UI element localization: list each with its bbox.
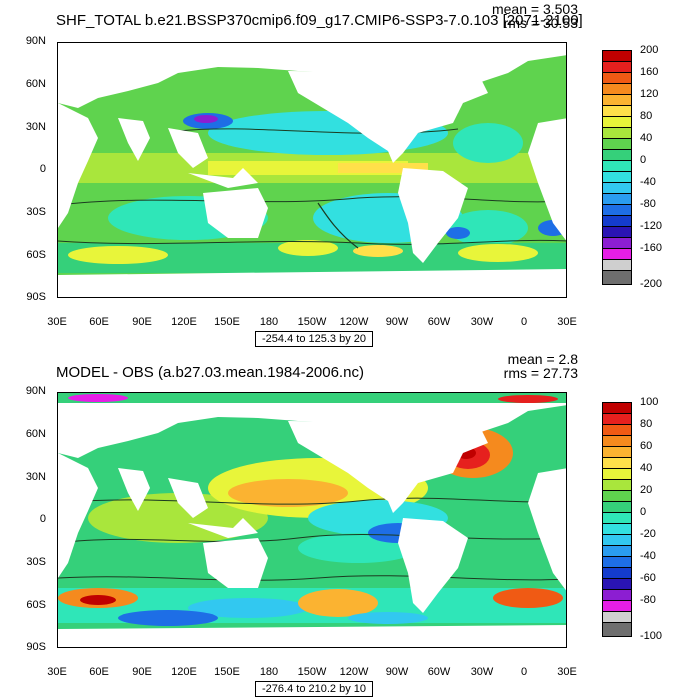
colorbar-label: -100 [640,630,663,642]
y-tick: 90S [26,641,46,653]
x-tick: 30E [557,316,577,328]
y-tick: 30S [26,556,46,568]
x-tick: 60W [427,666,451,678]
colorbar-label: -40 [640,176,656,188]
colorbar-label: 120 [640,88,659,100]
rms-value: rms = 30.53 [503,15,578,31]
colorbar-label: -60 [640,572,656,584]
x-tick: 180 [259,666,279,678]
x-tick: 180 [259,316,279,328]
y-tick: 30N [25,471,46,483]
colorbar-label: -80 [640,198,656,210]
mean-value: mean = 3.503 [491,1,578,17]
colorbar-label: 60 [640,440,653,452]
map-title: MODEL - OBS (a.b27.03.mean.1984-2006.nc) [56,364,364,381]
y-tick: 60N [25,428,46,440]
mean-value: mean = 2.8 [507,351,578,367]
y-tick: 0 [39,163,46,175]
colorbar-label: -120 [640,220,663,232]
x-tick: 120E [171,316,197,328]
x-tick: 90W [385,316,409,328]
colorbar: 200 160 120 80 40 0 -40 -80 -120 -160 -2… [602,44,662,290]
x-tick: 90W [385,666,409,678]
y-tick: 60N [25,78,46,90]
x-tick: 90E [132,316,152,328]
rms-value: rms = 27.73 [503,365,578,381]
x-tick: 30E [557,666,577,678]
colorbar-label: 80 [640,418,653,430]
y-tick: 90N [25,35,46,47]
x-tick: 120W [339,316,369,328]
colorbar-label: 0 [640,506,647,518]
colorbar-label: -200 [640,278,663,290]
equatorial-warm [338,163,428,173]
x-tick: 120E [171,666,197,678]
colorbar-label: -80 [640,594,656,606]
map-field [58,393,566,647]
colorbar-label: -160 [640,242,663,254]
x-tick: 0 [520,316,528,328]
x-tick: 150E [214,666,240,678]
map-title: SHF_TOTAL b.e21.BSSP370cmip6.f09_g17.CMI… [56,12,583,29]
x-tick: 30W [470,316,494,328]
colorbar-label: 160 [640,66,659,78]
y-tick: 30N [25,121,46,133]
colorbar-label: 40 [640,462,653,474]
x-tick: 30W [470,666,494,678]
colorbar: 100 80 60 40 20 0 -20 -40 -60 -80 -100 [602,396,662,642]
map-frame [57,42,567,298]
x-tick: 150W [297,316,327,328]
x-tick: 120W [339,666,369,678]
colorbar-label: 200 [640,44,659,56]
map-field [58,43,566,297]
x-tick: 30E [47,316,67,328]
contour-range-label: -276.4 to 210.2 by 10 [255,681,373,697]
y-tick: 0 [39,513,46,525]
x-tick: 150W [297,666,327,678]
colorbar-label: 20 [640,484,653,496]
y-tick: 30S [26,206,46,218]
x-tick: 0 [520,666,528,678]
x-tick: 30E [47,666,67,678]
x-tick: 60E [89,666,109,678]
x-tick: 90E [132,666,152,678]
x-tick: 150E [214,316,240,328]
y-tick: 90S [26,291,46,303]
bottom-map-panel: MODEL - OBS (a.b27.03.mean.1984-2006.nc)… [0,350,700,700]
colorbar-label: 0 [640,154,647,166]
contour-range-label: -254.4 to 125.3 by 20 [255,331,373,347]
colorbar-label: 40 [640,132,653,144]
y-tick: 90N [25,385,46,397]
colorbar-label: 80 [640,110,653,122]
colorbar-swatch [602,622,632,637]
y-tick: 60S [26,599,46,611]
y-tick: 60S [26,249,46,261]
x-tick: 60E [89,316,109,328]
top-map-panel: SHF_TOTAL b.e21.BSSP370cmip6.f09_g17.CMI… [25,1,662,347]
colorbar-label: -40 [640,550,656,562]
x-tick: 60W [427,316,451,328]
colorbar-label: 100 [640,396,659,408]
colorbar-label: -20 [640,528,656,540]
colorbar-swatch [602,270,632,285]
map-frame [57,392,567,648]
